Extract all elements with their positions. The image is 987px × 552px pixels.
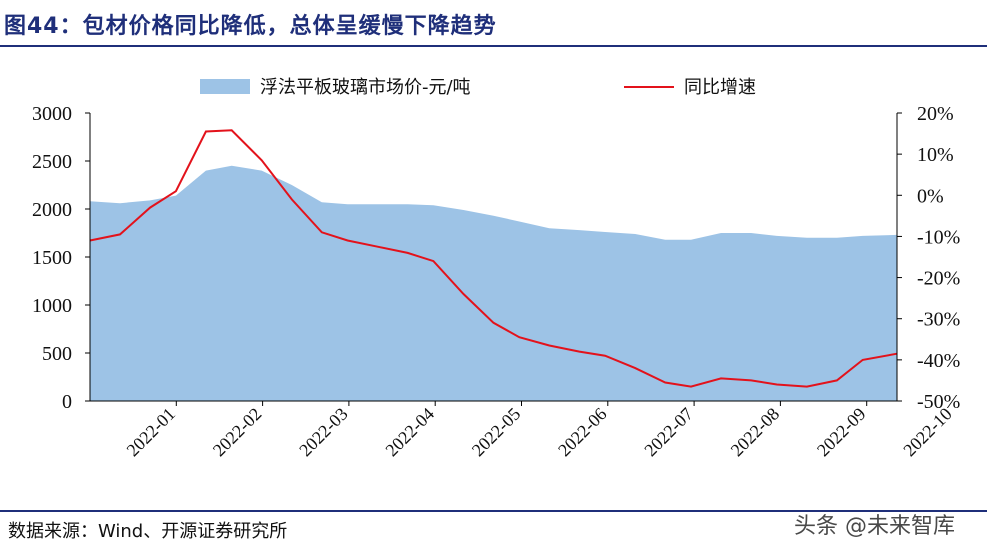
y-left-tick-label: 3000 bbox=[32, 103, 72, 125]
x-tick-label: 2022-01 bbox=[123, 404, 180, 461]
y-left-tick-label: 1500 bbox=[32, 247, 72, 269]
series-line-yoy-growth bbox=[89, 129, 898, 388]
source-note: 数据来源：Wind、开源证券研究所 bbox=[8, 521, 288, 542]
y-right-tick-label: -40% bbox=[917, 350, 960, 372]
y-right-tick-label: -10% bbox=[917, 226, 960, 248]
plot-area bbox=[89, 129, 898, 401]
x-tick-label: 2022-02 bbox=[209, 404, 266, 461]
y-right-tick-label: -50% bbox=[917, 391, 960, 413]
y-left-tick-label: 2500 bbox=[32, 151, 72, 173]
chart: 0 500 1000 1500 2000 2500 3000 -50% -40% -30% -20%… bbox=[32, 77, 960, 461]
x-tick-label: 2022-03 bbox=[295, 404, 352, 461]
title-divider bbox=[0, 45, 987, 47]
y-left-tick-label: 500 bbox=[42, 343, 72, 365]
x-tick-label: 2022-07 bbox=[640, 404, 697, 461]
legend-label-line: 同比增速 bbox=[684, 77, 756, 98]
footer-divider bbox=[0, 510, 987, 512]
x-tick-label: 2022-06 bbox=[554, 404, 611, 461]
y-right-tick-label: -20% bbox=[917, 268, 960, 290]
legend-label-area: 浮法平板玻璃市场价-元/吨 bbox=[260, 77, 471, 98]
x-tick-label: 2022-08 bbox=[727, 404, 784, 461]
y-left-tick-label: 0 bbox=[62, 391, 72, 413]
legend-swatch-area bbox=[200, 79, 250, 94]
x-tick-label: 2022-09 bbox=[813, 404, 870, 461]
series-area-glass-price bbox=[90, 165, 897, 401]
x-tick-label: 2022-05 bbox=[468, 404, 525, 461]
y-left-tick-label: 1000 bbox=[32, 295, 72, 317]
x-tick-label: 2022-04 bbox=[381, 404, 438, 461]
y-left-tick-label: 2000 bbox=[32, 199, 72, 221]
page-title: 图44：包材价格同比降低，总体呈缓慢下降趋势 bbox=[4, 14, 497, 39]
y-right-tick-label: 10% bbox=[917, 144, 954, 166]
y-right-tick-label: 0% bbox=[917, 185, 944, 207]
y-right-tick-label: 20% bbox=[917, 103, 954, 125]
watermark: 头条 @未来智库 bbox=[794, 514, 955, 539]
legend: 浮法平板玻璃市场价-元/吨 同比增速 bbox=[200, 77, 756, 98]
y-right-tick-label: -30% bbox=[917, 309, 960, 331]
